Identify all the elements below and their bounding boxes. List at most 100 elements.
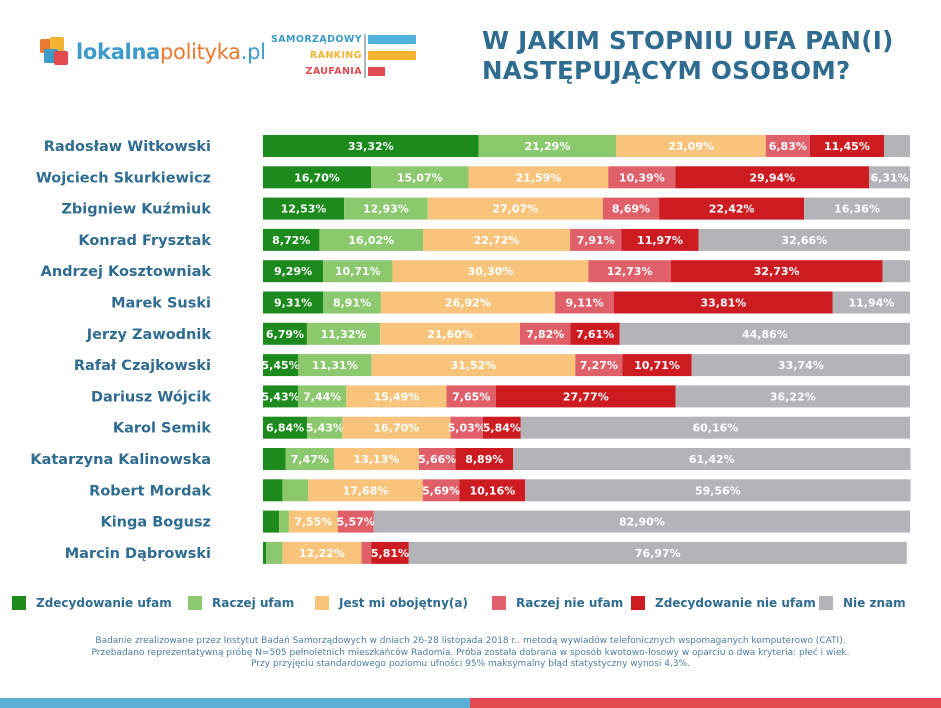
bar-segment — [298, 354, 372, 377]
data-label: 5,69% — [422, 484, 460, 497]
data-label: 16,70% — [294, 171, 340, 184]
data-label: 22,42% — [709, 203, 755, 216]
bar-segment — [804, 197, 910, 220]
bar-segment — [263, 260, 324, 283]
data-label: 5,84% — [483, 422, 521, 435]
bar-segment — [621, 228, 699, 251]
footnote-line-2: Przebadano reprezentatywną próbę N=505 p… — [91, 647, 850, 658]
data-label: 7,47% — [291, 453, 329, 466]
bottom-stripe-red — [470, 698, 941, 708]
data-label: 11,94% — [848, 297, 894, 310]
bar-segment — [588, 260, 671, 283]
data-label: 21,60% — [427, 328, 473, 341]
bar-segment — [616, 135, 766, 157]
data-label: 16,70% — [373, 422, 419, 435]
data-label: 23,09% — [668, 140, 714, 153]
data-label: 33,74% — [778, 359, 824, 372]
data-label: 7,91% — [577, 234, 615, 247]
category-label: Robert Mordak — [89, 483, 211, 499]
logo-text: lokalnapolityka.pl — [76, 40, 266, 64]
chart-title: W JAKIM STOPNIU UFA PAN(I) NASTĘPUJĄCYM … — [482, 26, 894, 86]
bar-segment — [337, 510, 374, 533]
bar-segment — [613, 291, 833, 314]
data-label: 7,65% — [452, 390, 490, 403]
data-label: 29,94% — [749, 171, 795, 184]
bar-segment — [570, 228, 622, 251]
legend-label: Nie znam — [843, 596, 906, 610]
bar-segment — [323, 260, 393, 283]
footnote-line-3: Przy przyjęciu standardowego poziomu ufn… — [251, 659, 690, 669]
bar-segment — [446, 385, 496, 408]
bar-segment — [306, 322, 381, 345]
logo[interactable]: lokalnapolityka.pl — [40, 37, 266, 67]
bar-segment — [468, 166, 609, 189]
logo-part-2: polityka — [159, 40, 241, 64]
data-label: 10,71% — [335, 265, 381, 278]
data-label: 9,29% — [274, 265, 312, 278]
data-label: 15,49% — [373, 390, 419, 403]
bar-segment — [418, 448, 456, 470]
bar-segment — [832, 291, 910, 314]
category-label: Zbigniew Kuźmiuk — [61, 202, 211, 218]
bar-segment — [263, 510, 280, 533]
bar-segment — [263, 197, 345, 220]
data-label: 7,82% — [526, 328, 564, 341]
data-label: 11,32% — [321, 328, 367, 341]
legend-item: Zdecydowanie ufam — [12, 596, 172, 610]
data-label: 12,22% — [299, 547, 345, 560]
bar-segment — [263, 354, 299, 377]
data-label: 32,73% — [754, 265, 800, 278]
data-label: 36,22% — [770, 390, 816, 403]
bar-segment — [765, 135, 810, 157]
category-label: Kinga Bogusz — [100, 515, 211, 531]
category-label: Wojciech Skurkiewicz — [36, 170, 211, 186]
legend-item: Nie znam — [819, 596, 906, 610]
bar-segment — [282, 541, 362, 564]
bar-segment — [285, 448, 334, 470]
data-label: 59,56% — [695, 484, 741, 497]
bar-segment — [427, 197, 603, 220]
legend-swatch — [188, 596, 202, 610]
data-label: 30,30% — [468, 265, 514, 278]
legend: Zdecydowanie ufam Raczej ufam Jest mi oboj… — [10, 596, 940, 616]
ranking-line-2: RANKING — [309, 50, 362, 61]
bar-segment — [525, 479, 911, 502]
bar-segment — [882, 260, 910, 283]
data-label: 9,11% — [565, 297, 603, 310]
data-label: 5,66% — [418, 453, 456, 466]
category-label: Andrzej Kosztowniak — [41, 264, 212, 280]
bar-segment — [263, 166, 372, 189]
bar-segment — [519, 322, 571, 345]
bar-segment — [423, 228, 571, 251]
bar-segment — [455, 448, 514, 470]
bar-segment — [513, 448, 911, 470]
data-label: 6,84% — [266, 422, 304, 435]
bar-segment — [263, 416, 308, 439]
bar-segment — [869, 166, 910, 189]
bar-segment — [422, 479, 460, 502]
bar-segment — [279, 510, 289, 533]
legend-swatch — [492, 596, 506, 610]
bar-segment — [333, 448, 419, 470]
bar-segment — [698, 228, 910, 251]
data-label: 17,68% — [343, 484, 389, 497]
data-label: 5,45% — [262, 359, 300, 372]
data-label: 12,73% — [607, 265, 653, 278]
bar-segment — [346, 385, 447, 408]
bar-segment — [659, 197, 805, 220]
data-label: 6,83% — [769, 140, 807, 153]
category-label: Radosław Witkowski — [44, 139, 211, 155]
stacked-bar-chart: Radosław Witkowski 33,32% 21,29% 23,09% 6,83… — [30, 135, 911, 564]
category-label: Marek Suski — [111, 296, 211, 312]
bar-segment — [263, 135, 479, 157]
ranking-separator — [364, 34, 366, 78]
logo-part-1: lokalna — [76, 40, 160, 64]
data-label: 76,97% — [635, 547, 681, 560]
bar-segment — [288, 510, 338, 533]
data-label: 12,53% — [281, 203, 327, 216]
data-label: 22,72% — [474, 234, 520, 247]
bar-segment — [622, 354, 692, 377]
title-line-2: NASTĘPUJĄCYM OSOBOM? — [482, 56, 851, 85]
bar-segment — [575, 354, 623, 377]
legend-item: Zdecydowanie nie ufam — [631, 596, 816, 610]
